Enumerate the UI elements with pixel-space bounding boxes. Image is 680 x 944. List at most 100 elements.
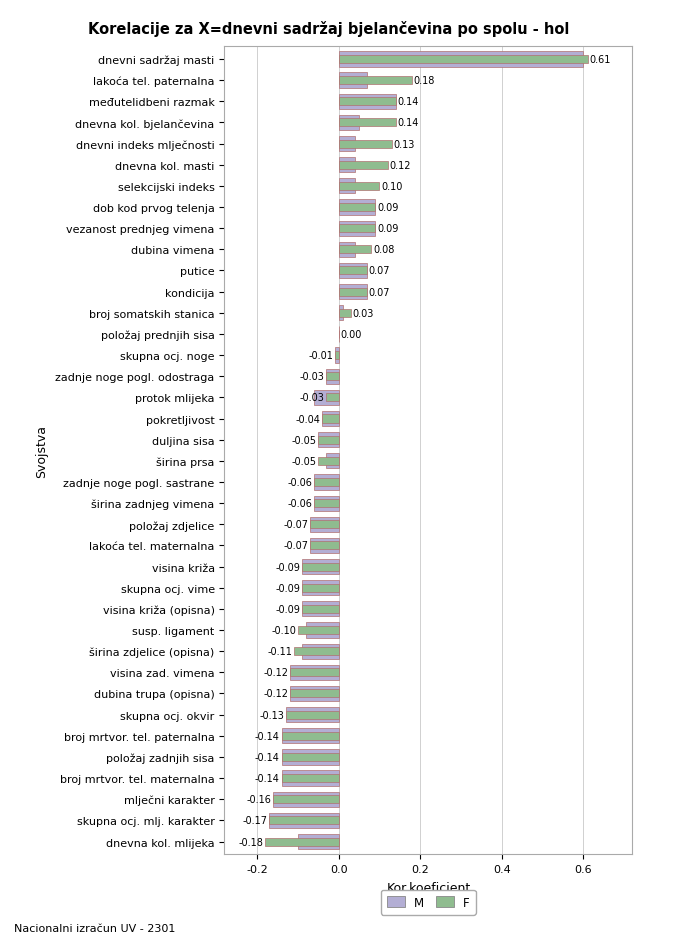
Bar xyxy=(339,285,367,300)
Bar xyxy=(290,686,339,701)
Bar xyxy=(326,394,339,402)
Bar xyxy=(265,837,339,846)
Bar xyxy=(339,116,359,131)
Bar xyxy=(339,200,375,215)
Bar xyxy=(339,119,396,127)
Bar xyxy=(339,161,388,170)
Bar xyxy=(339,243,355,258)
Bar xyxy=(282,732,339,740)
Bar xyxy=(318,432,339,447)
Text: -0.09: -0.09 xyxy=(275,604,301,615)
Bar xyxy=(339,267,367,276)
Text: -0.01: -0.01 xyxy=(308,350,333,361)
Text: 0.09: 0.09 xyxy=(377,224,398,234)
Bar xyxy=(339,137,355,152)
Text: -0.17: -0.17 xyxy=(243,816,268,825)
Text: -0.16: -0.16 xyxy=(247,795,272,804)
X-axis label: Kor.koeficient: Kor.koeficient xyxy=(386,881,471,894)
Text: -0.05: -0.05 xyxy=(292,456,317,466)
Text: 0.08: 0.08 xyxy=(373,245,394,255)
Bar xyxy=(302,601,339,616)
Bar xyxy=(298,834,339,850)
Bar xyxy=(339,56,588,64)
Text: -0.11: -0.11 xyxy=(267,647,292,656)
Text: 0.03: 0.03 xyxy=(352,309,374,318)
Text: -0.07: -0.07 xyxy=(284,541,309,551)
Bar xyxy=(339,77,412,85)
Bar xyxy=(339,288,367,296)
Text: -0.03: -0.03 xyxy=(300,393,325,403)
Text: 0.07: 0.07 xyxy=(369,287,390,297)
Text: -0.14: -0.14 xyxy=(255,773,280,784)
Bar xyxy=(339,246,371,254)
Bar xyxy=(282,774,339,783)
Text: -0.10: -0.10 xyxy=(271,625,296,635)
Bar xyxy=(326,369,339,384)
Text: -0.06: -0.06 xyxy=(288,478,313,487)
Bar xyxy=(339,74,367,89)
Bar xyxy=(339,306,343,321)
Bar xyxy=(326,373,339,380)
Bar xyxy=(322,415,339,423)
Text: 0.14: 0.14 xyxy=(397,97,419,107)
Text: 0.09: 0.09 xyxy=(377,203,398,212)
Text: -0.14: -0.14 xyxy=(255,752,280,762)
Bar xyxy=(273,792,339,807)
Bar xyxy=(294,648,339,655)
Bar xyxy=(314,479,339,486)
Text: 0.00: 0.00 xyxy=(340,329,362,340)
Text: -0.07: -0.07 xyxy=(284,520,309,530)
Bar xyxy=(269,817,339,824)
Bar xyxy=(339,158,355,173)
Text: 0.14: 0.14 xyxy=(397,118,419,128)
Bar xyxy=(282,729,339,744)
Text: -0.12: -0.12 xyxy=(263,667,288,678)
Bar xyxy=(318,436,339,445)
Bar xyxy=(339,94,396,110)
Bar xyxy=(314,390,339,406)
Bar xyxy=(310,517,339,532)
Bar xyxy=(286,711,339,719)
Bar xyxy=(339,52,583,67)
Text: 0.13: 0.13 xyxy=(393,140,415,149)
Bar xyxy=(302,644,339,659)
Text: Korelacije za X=dnevni sadržaj bjelančevina po spolu - hol: Korelacije za X=dnevni sadržaj bjelančev… xyxy=(88,21,570,37)
Text: Nacionalni izračun UV - 2301: Nacionalni izračun UV - 2301 xyxy=(14,922,175,933)
Text: -0.12: -0.12 xyxy=(263,689,288,699)
Text: 0.18: 0.18 xyxy=(413,76,435,86)
Bar xyxy=(290,665,339,681)
Bar xyxy=(314,475,339,490)
Bar xyxy=(339,98,396,106)
Bar xyxy=(302,563,339,571)
Bar xyxy=(318,457,339,465)
Bar xyxy=(339,182,379,191)
Legend: M, F: M, F xyxy=(381,890,476,915)
Text: -0.09: -0.09 xyxy=(275,583,301,593)
Bar xyxy=(339,204,375,211)
Y-axis label: Svojstva: Svojstva xyxy=(35,424,48,478)
Bar xyxy=(326,454,339,469)
Text: -0.03: -0.03 xyxy=(300,372,325,381)
Bar xyxy=(339,225,375,233)
Text: -0.18: -0.18 xyxy=(239,836,264,847)
Text: -0.13: -0.13 xyxy=(259,710,284,720)
Bar xyxy=(302,605,339,614)
Bar xyxy=(335,352,339,360)
Bar xyxy=(310,538,339,553)
Text: -0.04: -0.04 xyxy=(296,414,321,424)
Bar xyxy=(302,560,339,575)
Bar xyxy=(306,623,339,638)
Bar xyxy=(310,521,339,529)
Bar xyxy=(302,584,339,592)
Text: 0.07: 0.07 xyxy=(369,266,390,277)
Bar xyxy=(335,348,339,363)
Text: -0.06: -0.06 xyxy=(288,498,313,509)
Bar xyxy=(282,770,339,785)
Bar xyxy=(339,141,392,148)
Text: -0.05: -0.05 xyxy=(292,435,317,446)
Bar xyxy=(339,221,375,237)
Bar xyxy=(339,263,367,278)
Text: -0.14: -0.14 xyxy=(255,731,280,741)
Bar xyxy=(269,813,339,828)
Bar xyxy=(314,496,339,512)
